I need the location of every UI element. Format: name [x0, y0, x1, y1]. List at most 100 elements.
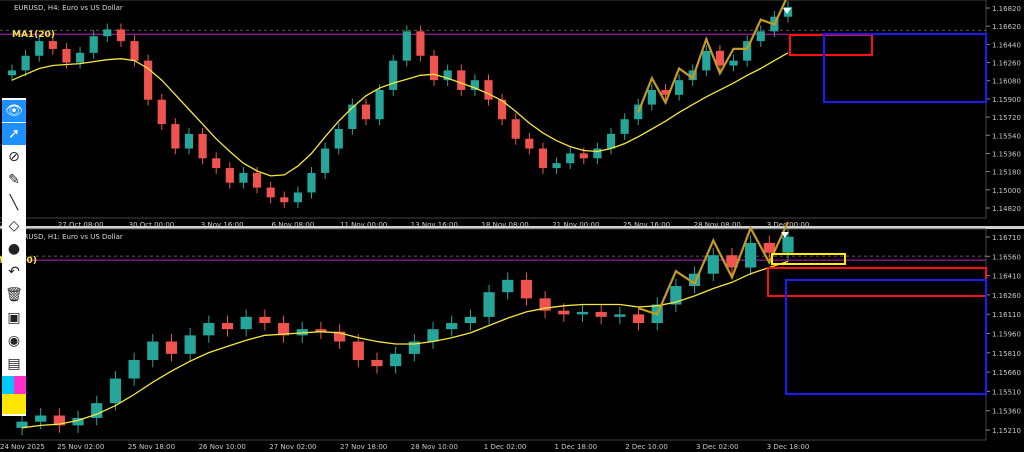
- y-tick-label: 1.16820: [992, 5, 1021, 13]
- y-tick-label: 1.15360: [992, 408, 1021, 416]
- moving-average-line: [11, 52, 789, 177]
- candle-body: [402, 31, 411, 61]
- dot-button[interactable]: ●: [2, 238, 26, 260]
- candle-body: [464, 316, 476, 324]
- target-zone-box: [771, 253, 846, 265]
- y-tick-label: 1.15660: [992, 369, 1021, 377]
- chart-title: EURUSD, H4: Euro vs US Dollar: [14, 4, 123, 12]
- candle-body: [212, 158, 221, 169]
- x-tick-label: 3 Dec 02:00: [696, 443, 739, 451]
- chart-panel-2: 1.16710 1.16560 1.16410 1.16260 1.16110 1.159…: [0, 221, 1021, 451]
- candle-body: [579, 153, 588, 159]
- y-tick-label: 1.15180: [992, 169, 1021, 177]
- eraser-icon: ◇: [8, 218, 20, 234]
- candle-body: [498, 99, 507, 120]
- y-tick-label: 1.15510: [992, 388, 1021, 396]
- y-tick-label: 1.16710: [992, 234, 1021, 242]
- undo-button[interactable]: ↶: [2, 261, 26, 283]
- candle-body: [334, 331, 346, 342]
- color-swatch-button[interactable]: [2, 376, 26, 414]
- candle-body: [614, 314, 626, 317]
- candle-body: [457, 70, 466, 90]
- candle-body: [307, 172, 316, 193]
- zigzag-line: [637, 0, 787, 113]
- candle-body: [511, 119, 520, 139]
- chart-title: EURUSD, H1: Euro vs US Dollar: [14, 233, 123, 241]
- candle-body: [225, 168, 234, 183]
- pencil-button[interactable]: ✎: [2, 169, 26, 191]
- candle-body: [116, 29, 125, 42]
- chart-panel-1: 1.16820 1.16620 1.16440 1.16260 1.16080 1.159…: [0, 0, 1021, 229]
- candle-body: [538, 148, 548, 169]
- trash-icon: 🗑: [5, 287, 23, 303]
- candle-body: [729, 60, 738, 66]
- y-tick-label: 1.15720: [992, 114, 1021, 122]
- x-tick-label: 30 Oct 00:00: [129, 221, 175, 229]
- x-tick-label: 1 Dec 02:00: [484, 443, 527, 451]
- candle-body: [675, 80, 684, 95]
- dot-icon: ●: [7, 241, 21, 257]
- candle-body: [171, 124, 180, 149]
- candle-body: [470, 80, 479, 90]
- screen-icon: ▣: [7, 310, 21, 326]
- demand-zone-box: [785, 279, 987, 395]
- candle-body: [240, 316, 252, 330]
- y-tick-label: 1.15960: [992, 331, 1021, 339]
- candle-body: [35, 41, 44, 56]
- line-icon: ╲: [9, 195, 19, 211]
- candle-body: [702, 50, 711, 71]
- candle-body: [756, 31, 765, 42]
- demand-zone-box: [823, 33, 987, 103]
- candle-body: [203, 323, 215, 336]
- clipboard-button[interactable]: ▤: [2, 353, 26, 375]
- candle-body: [198, 133, 207, 159]
- candle-body: [593, 148, 602, 159]
- x-tick-label: 11 Nov 00:00: [340, 221, 387, 229]
- candle-body: [539, 298, 551, 311]
- candle-body: [75, 52, 85, 63]
- candle-body: [595, 311, 607, 317]
- x-tick-label: 1 Dec 18:00: [555, 443, 598, 451]
- color-swatch-yellow: [2, 394, 26, 414]
- candle-body: [352, 341, 364, 361]
- eye-button[interactable]: 👁: [2, 100, 26, 122]
- x-tick-label: 2 Dec 10:00: [625, 443, 668, 451]
- candle-body: [239, 172, 248, 183]
- candle-body: [375, 89, 384, 120]
- trash-button[interactable]: 🗑: [2, 284, 26, 306]
- candle-body: [334, 128, 343, 149]
- line-button[interactable]: ╲: [2, 192, 26, 214]
- screen-button[interactable]: ▣: [2, 307, 26, 329]
- candle-body: [7, 70, 17, 76]
- candle-body: [348, 104, 357, 129]
- zigzag-line: [638, 221, 789, 316]
- x-tick-label: 6 Nov 08:00: [272, 221, 315, 229]
- x-tick-label: 25 Nov 16:00: [623, 221, 670, 229]
- candle-body: [144, 60, 153, 100]
- camera-button[interactable]: ◉: [2, 330, 26, 352]
- pencil-icon: ✎: [8, 172, 20, 188]
- candle-body: [552, 163, 561, 169]
- cursor-button[interactable]: ➚: [2, 123, 26, 145]
- y-tick-label: 1.16440: [992, 41, 1021, 49]
- candle-body: [763, 242, 775, 253]
- y-tick-label: 1.15810: [992, 350, 1021, 358]
- candle-body: [670, 286, 682, 305]
- supply-zone-box: [789, 34, 873, 56]
- eraser-button[interactable]: ◇: [2, 215, 26, 237]
- candle-body: [483, 292, 495, 317]
- candle-body: [221, 323, 234, 330]
- undo-icon: ↶: [8, 264, 20, 280]
- candle-body: [259, 316, 271, 324]
- x-tick-label: 3 Dec 18:00: [767, 443, 810, 451]
- x-tick-label: 28 Nov 10:00: [411, 443, 458, 451]
- candle-body: [782, 236, 794, 253]
- magnet-button[interactable]: ⊘: [2, 146, 26, 168]
- candle-body: [446, 323, 458, 330]
- x-tick-label: 25 Nov 02:00: [57, 443, 104, 451]
- candle-body: [707, 255, 719, 274]
- candle-body: [726, 255, 738, 268]
- x-tick-label: 27 Oct 08:00: [58, 221, 104, 229]
- candle-body: [165, 341, 178, 354]
